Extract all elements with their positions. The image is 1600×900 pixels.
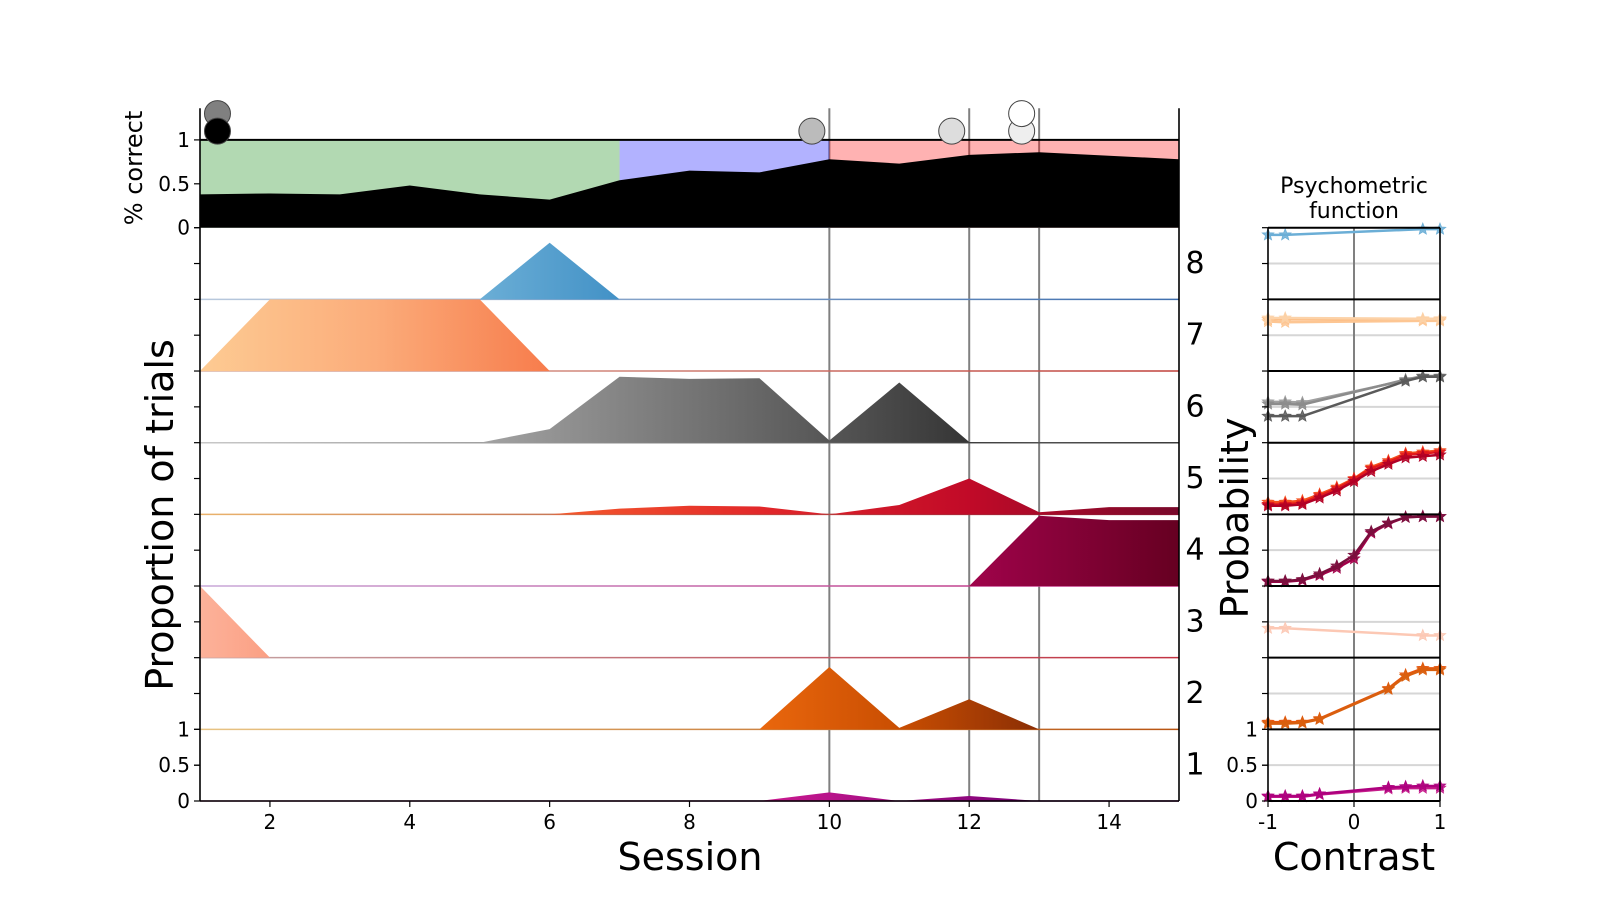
lane-area-state-3 [200, 586, 270, 658]
psychometric-point [1278, 716, 1292, 730]
percent-correct-area [200, 152, 1179, 228]
state-occupancy-panel: 8 7 6 5 4 3 2 1 [200, 227, 1205, 802]
psychometric-point [1398, 450, 1413, 464]
psychometric-point [1278, 573, 1292, 587]
lane-label: 2 [1185, 676, 1204, 711]
y-tick-label: 1 [177, 128, 190, 152]
psychometric-point [1278, 315, 1292, 329]
psychometric-point [1398, 779, 1413, 793]
psychometric-point [1416, 509, 1430, 523]
psychometric-point [1295, 409, 1310, 422]
psychometric-point [1416, 778, 1430, 792]
x-tick-label: 6 [543, 810, 556, 834]
psychometric-y-tick-label: 0 [1245, 789, 1258, 813]
y-tick-label: 0 [177, 216, 190, 240]
psychometric-curve-state-3 [1268, 627, 1440, 637]
psychometric-point [1312, 566, 1327, 580]
x-tick-label: 12 [956, 810, 981, 834]
psychometric-point [1416, 628, 1430, 642]
y-axis-label-probability: Probability [1213, 418, 1257, 619]
psychometric-y-tick-label: 1 [1245, 717, 1258, 741]
lane-area-state-5 [549, 478, 1179, 515]
psychometric-curve-state-8 [1268, 227, 1440, 237]
y-axis-label-percent-correct: % correct [120, 111, 148, 225]
psychometric-point [1312, 712, 1327, 726]
psychometric-point [1278, 788, 1292, 802]
psychometric-point [1381, 457, 1396, 470]
x-tick-label: 14 [1096, 810, 1121, 834]
session-marker-dot [1008, 100, 1036, 128]
psychometric-x-tick-label: -1 [1258, 810, 1278, 834]
y-tick-label: 0.5 [158, 172, 190, 196]
psychometric-point [1295, 572, 1310, 586]
x-axis-label-contrast: Contrast [1273, 835, 1435, 879]
x-tick-label: 8 [683, 810, 696, 834]
psychometric-title-line-2: function [1309, 199, 1399, 224]
lane-area-state-6 [479, 376, 1040, 443]
x-tick-label: 10 [817, 810, 842, 834]
psychometric-point [1416, 449, 1430, 463]
psychometric-point [1347, 548, 1361, 561]
x-axis-label-session: Session [618, 835, 763, 879]
performance-panel [200, 100, 1179, 228]
y-tick-label: 0 [177, 789, 190, 813]
psychometric-point [1416, 311, 1430, 325]
y-tick-label: 1 [177, 717, 190, 741]
psychometric-point [1398, 373, 1413, 387]
psychometric-point [1398, 669, 1413, 683]
psychometric-point [1312, 490, 1327, 504]
psychometric-point [1416, 662, 1430, 676]
psychometric-point [1312, 786, 1327, 800]
lane-area-state-1 [759, 792, 1040, 801]
session-marker-dot [938, 117, 966, 145]
lane-label: 6 [1185, 389, 1204, 424]
psychometric-curve-state-7 [1267, 319, 1440, 324]
psychometric-point [1381, 515, 1396, 529]
psychometric-x-tick-label: 0 [1348, 810, 1361, 834]
psychometric-title-line-1: Psychometric [1280, 174, 1428, 199]
lane-label: 7 [1185, 318, 1204, 353]
lane-area-state-7 [200, 299, 550, 372]
lane-area-state-8 [479, 242, 620, 300]
y-axis-label-proportion: Proportion of trials [138, 339, 182, 691]
psychometric-point [1364, 464, 1378, 478]
lane-label: 3 [1185, 604, 1204, 639]
psychometric-point [1278, 396, 1292, 410]
psychometric-x-tick-label: 1 [1434, 810, 1447, 834]
lane-area-state-2 [759, 666, 1040, 730]
psychometric-point [1278, 227, 1292, 241]
x-tick-label: 2 [264, 810, 277, 834]
psychometric-point [1416, 369, 1430, 383]
psychometric-point [1278, 621, 1292, 635]
psychometric-point [1278, 498, 1292, 512]
psychometric-point [1330, 558, 1344, 572]
psychometric-panel [1261, 222, 1447, 803]
psychometric-point [1381, 682, 1396, 695]
session-marker-dot [203, 117, 231, 145]
psychometric-point [1347, 474, 1361, 488]
psychometric-point [1295, 497, 1310, 511]
psychometric-point [1381, 780, 1396, 794]
session-marker-dot [798, 117, 826, 145]
psychometric-point [1295, 715, 1310, 729]
lane-label: 4 [1185, 533, 1204, 568]
psychometric-point [1330, 483, 1344, 497]
lane-label: 8 [1185, 246, 1204, 281]
psychometric-point [1398, 510, 1413, 523]
psychometric-point [1295, 788, 1310, 802]
y-tick-label: 0.5 [158, 753, 190, 777]
lane-area-state-4 [969, 515, 1179, 587]
psychometric-point [1278, 409, 1292, 422]
psychometric-point [1364, 524, 1378, 538]
psychometric-y-tick-label: 0.5 [1226, 753, 1258, 777]
lane-label: 1 [1185, 748, 1204, 783]
x-tick-label: 4 [403, 810, 416, 834]
psychometric-curve-state-7 [1268, 316, 1440, 320]
psychometric-point [1278, 310, 1292, 324]
lane-label: 5 [1185, 461, 1204, 496]
psychometric-point [1295, 397, 1310, 411]
